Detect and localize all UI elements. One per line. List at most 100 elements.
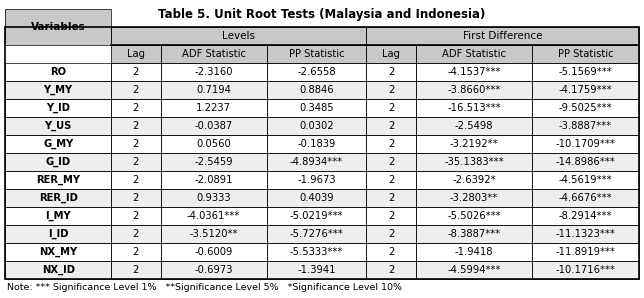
Text: Y_US: Y_US bbox=[44, 120, 72, 131]
Text: Lag: Lag bbox=[127, 49, 145, 59]
Text: -4.1537***: -4.1537*** bbox=[447, 67, 500, 77]
Bar bbox=[532, 99, 639, 117]
Text: 2: 2 bbox=[133, 85, 139, 95]
Bar bbox=[532, 63, 639, 81]
Bar bbox=[111, 225, 160, 243]
Bar bbox=[5, 170, 111, 189]
Bar bbox=[366, 207, 416, 225]
Bar bbox=[5, 207, 111, 225]
Text: -0.6009: -0.6009 bbox=[194, 246, 233, 257]
Bar bbox=[416, 99, 532, 117]
Bar bbox=[5, 81, 111, 99]
Bar bbox=[267, 63, 366, 81]
Text: -2.5498: -2.5498 bbox=[455, 121, 493, 131]
Bar bbox=[267, 170, 366, 189]
Bar bbox=[366, 153, 416, 170]
Bar bbox=[160, 170, 267, 189]
Text: -3.8887***: -3.8887*** bbox=[559, 121, 612, 131]
Text: 2: 2 bbox=[133, 156, 139, 167]
Text: 2: 2 bbox=[133, 229, 139, 238]
Bar bbox=[366, 189, 416, 207]
Bar bbox=[5, 135, 111, 153]
Text: -1.9673: -1.9673 bbox=[297, 175, 336, 184]
Bar bbox=[416, 189, 532, 207]
Bar bbox=[532, 153, 639, 170]
Bar bbox=[267, 99, 366, 117]
Text: Table 5. Unit Root Tests (Malaysia and Indonesia): Table 5. Unit Root Tests (Malaysia and I… bbox=[158, 7, 486, 21]
Bar bbox=[5, 99, 111, 117]
Bar bbox=[267, 135, 366, 153]
Text: -3.5120**: -3.5120** bbox=[189, 229, 238, 238]
Bar bbox=[532, 135, 639, 153]
Bar bbox=[416, 45, 532, 63]
Bar bbox=[532, 81, 639, 99]
Bar bbox=[267, 99, 366, 117]
Bar bbox=[416, 117, 532, 135]
Bar bbox=[5, 225, 111, 243]
Bar bbox=[366, 117, 416, 135]
Bar bbox=[160, 170, 267, 189]
Bar bbox=[111, 260, 160, 279]
Bar bbox=[416, 170, 532, 189]
Bar bbox=[160, 81, 267, 99]
Bar bbox=[267, 81, 366, 99]
Bar bbox=[267, 189, 366, 207]
Bar bbox=[366, 170, 416, 189]
Text: RO: RO bbox=[50, 67, 66, 77]
Bar bbox=[160, 189, 267, 207]
Text: 2: 2 bbox=[133, 67, 139, 77]
Bar bbox=[160, 117, 267, 135]
Bar bbox=[5, 153, 111, 170]
Text: -2.3160: -2.3160 bbox=[194, 67, 233, 77]
Text: 2: 2 bbox=[388, 156, 394, 167]
Bar bbox=[366, 81, 416, 99]
Bar bbox=[366, 225, 416, 243]
Bar bbox=[366, 243, 416, 260]
Bar bbox=[5, 117, 111, 135]
Bar bbox=[111, 45, 160, 63]
Text: -2.5459: -2.5459 bbox=[194, 156, 233, 167]
Bar bbox=[267, 135, 366, 153]
Text: -4.8934***: -4.8934*** bbox=[290, 156, 343, 167]
Text: -1.3941: -1.3941 bbox=[298, 265, 336, 274]
Bar bbox=[267, 153, 366, 170]
Text: Variables: Variables bbox=[31, 22, 86, 32]
Text: Note: *** Significance Level 1%   **Significance Level 5%   *Significance Level : Note: *** Significance Level 1% **Signif… bbox=[7, 283, 402, 292]
Text: -4.1759***: -4.1759*** bbox=[558, 85, 612, 95]
Bar bbox=[111, 225, 160, 243]
Text: 2: 2 bbox=[133, 193, 139, 203]
Text: 0.4039: 0.4039 bbox=[299, 193, 334, 203]
Bar bbox=[416, 135, 532, 153]
Text: -5.7276***: -5.7276*** bbox=[290, 229, 343, 238]
Text: 2: 2 bbox=[133, 246, 139, 257]
Text: 0.7194: 0.7194 bbox=[196, 85, 231, 95]
Bar bbox=[160, 63, 267, 81]
Bar bbox=[267, 117, 366, 135]
Bar bbox=[416, 260, 532, 279]
Text: 0.0302: 0.0302 bbox=[299, 121, 334, 131]
Bar bbox=[267, 117, 366, 135]
Bar bbox=[366, 117, 416, 135]
Bar bbox=[416, 81, 532, 99]
Text: I_MY: I_MY bbox=[45, 210, 71, 221]
Bar bbox=[5, 9, 111, 45]
Text: G_MY: G_MY bbox=[43, 139, 73, 149]
Bar bbox=[5, 9, 111, 45]
Bar bbox=[111, 99, 160, 117]
Bar bbox=[366, 45, 416, 63]
Bar bbox=[160, 207, 267, 225]
Bar bbox=[532, 225, 639, 243]
Bar bbox=[366, 81, 416, 99]
Bar bbox=[111, 117, 160, 135]
Text: 2: 2 bbox=[388, 211, 394, 221]
Bar bbox=[532, 63, 639, 81]
Bar bbox=[5, 63, 111, 81]
Bar bbox=[160, 225, 267, 243]
Bar bbox=[366, 63, 416, 81]
Bar bbox=[532, 170, 639, 189]
Bar bbox=[111, 45, 160, 63]
Bar bbox=[5, 225, 111, 243]
Text: 2: 2 bbox=[388, 85, 394, 95]
Text: -3.8660***: -3.8660*** bbox=[448, 85, 500, 95]
Bar bbox=[160, 260, 267, 279]
